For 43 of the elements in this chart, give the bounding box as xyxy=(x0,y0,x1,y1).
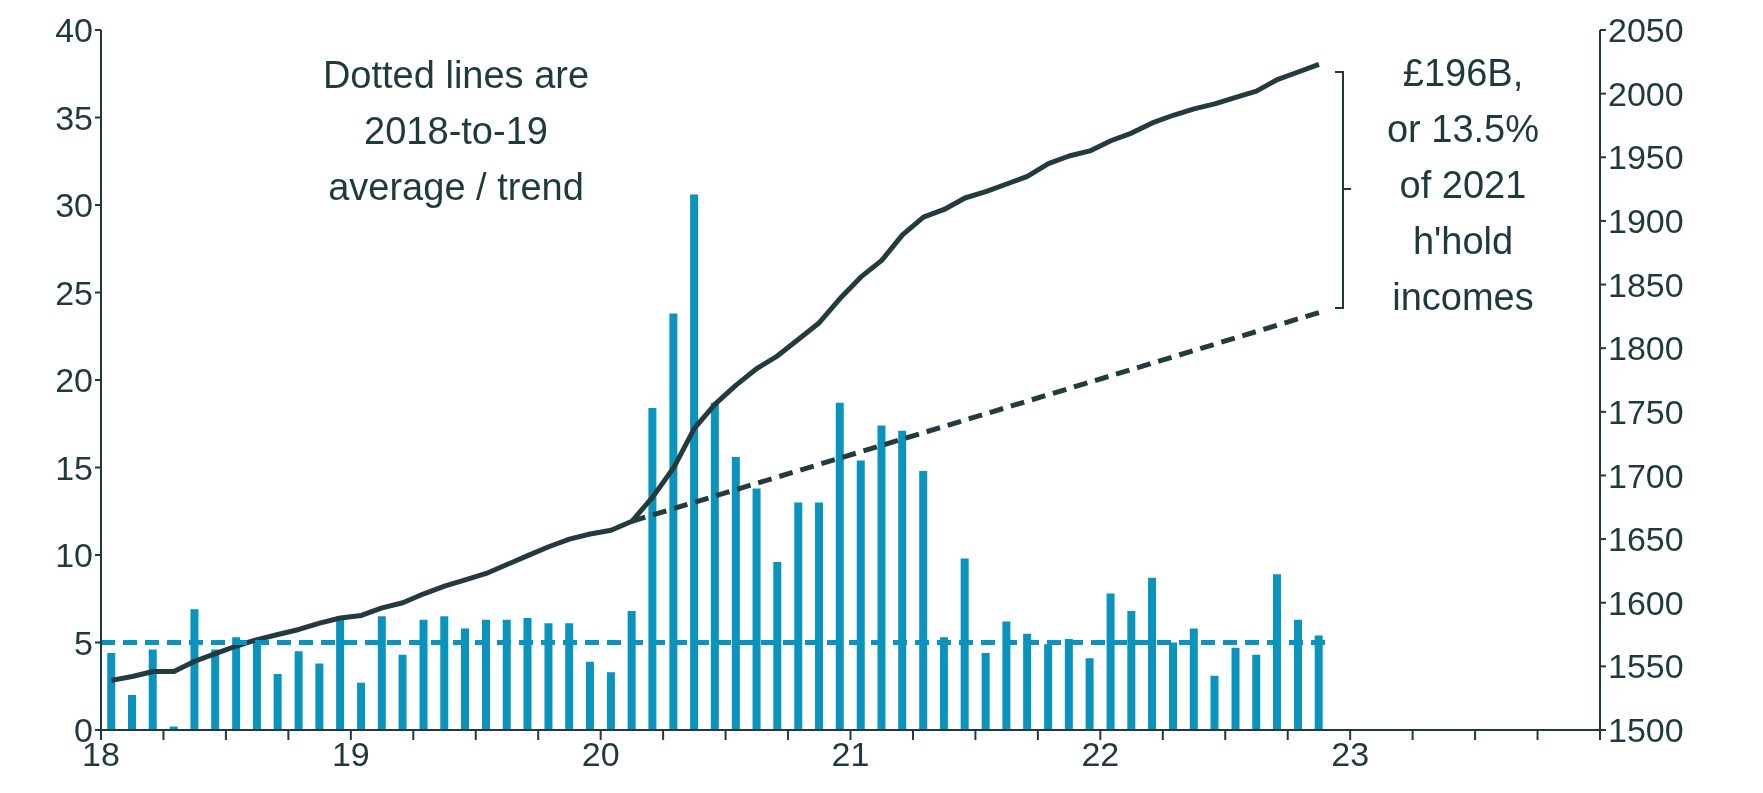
y2-tick-label: 1950 xyxy=(1608,138,1684,177)
x-tick-label: 19 xyxy=(331,735,370,774)
y-tick-label: 15 xyxy=(55,448,93,487)
annotation: Dotted lines are 2018-to-19 average / trend xyxy=(321,53,591,210)
y2-tick-label: 2000 xyxy=(1608,74,1684,113)
y2-tick-label: 1750 xyxy=(1608,392,1684,431)
bar xyxy=(357,682,366,730)
y-tick-label: 40 xyxy=(55,11,93,49)
y-tick-label: 10 xyxy=(55,536,93,574)
bar xyxy=(107,653,116,730)
y-tick-label: 35 xyxy=(55,98,93,137)
annotation: £196B, or 13.5% of 2021 h'hold incomes xyxy=(1385,51,1541,320)
y2-tick-label: 1700 xyxy=(1608,456,1684,495)
y-tick-label: 5 xyxy=(74,623,93,662)
x-tick-label: 22 xyxy=(1081,735,1120,774)
y2-tick-label: 1550 xyxy=(1608,647,1684,686)
bar xyxy=(398,654,407,730)
bar xyxy=(1231,647,1240,730)
bar xyxy=(294,651,303,730)
y2-tick-label: 1900 xyxy=(1608,201,1684,240)
y2-tick-label: 1650 xyxy=(1608,520,1684,559)
x-tick-label: 20 xyxy=(581,735,620,774)
y-tick-label: 20 xyxy=(55,361,93,399)
y2-tick-label: 1850 xyxy=(1608,265,1684,304)
bar xyxy=(315,663,324,730)
bar xyxy=(211,649,220,730)
bar xyxy=(585,661,594,730)
bar xyxy=(148,649,157,730)
bar xyxy=(1252,654,1261,730)
bar xyxy=(606,672,615,730)
y2-tick-label: 1500 xyxy=(1608,711,1684,750)
y2-tick-label: 2050 xyxy=(1608,11,1684,50)
x-tick-label: 23 xyxy=(1331,735,1370,774)
y-tick-label: 30 xyxy=(55,186,93,224)
bar xyxy=(273,674,282,730)
x-tick-label: 21 xyxy=(831,735,870,774)
bar xyxy=(1210,675,1219,730)
bar xyxy=(1085,658,1094,730)
y-tick-label: 25 xyxy=(55,273,93,312)
bar xyxy=(981,653,990,730)
y2-tick-label: 1600 xyxy=(1608,583,1684,622)
y2-tick-label: 1800 xyxy=(1608,329,1684,368)
bar xyxy=(127,695,136,730)
